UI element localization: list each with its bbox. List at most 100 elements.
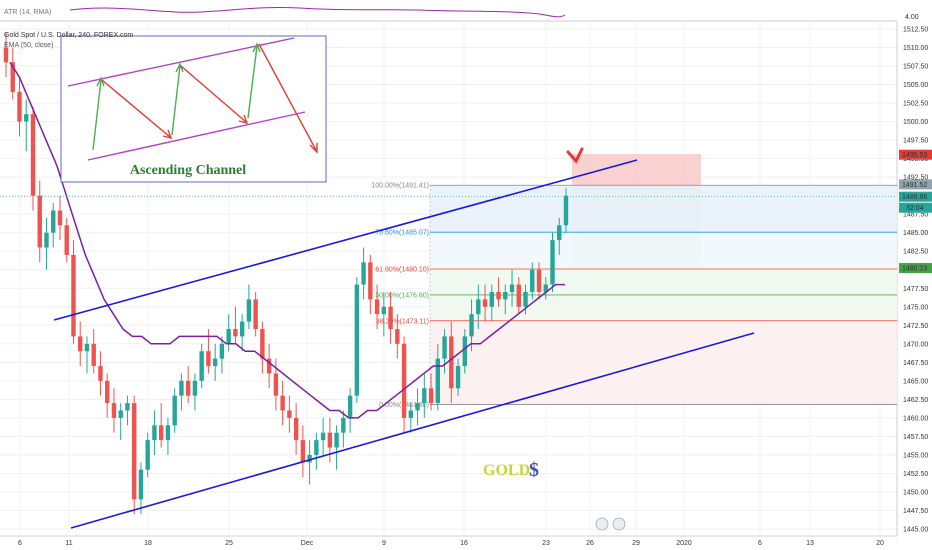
candle-body [462, 336, 467, 367]
time-tick: 18 [144, 540, 152, 547]
fib-zone-red [430, 320, 897, 404]
price-tag-target [899, 263, 932, 274]
candle-body [489, 291, 494, 307]
candle-body [523, 291, 528, 307]
candle-body [138, 469, 144, 500]
time-axis[interactable]: 6 11 18 25 Dec 9 16 23 26 29 2020 6 13 20 [0, 535, 897, 547]
candle-body [476, 299, 481, 315]
candle-body [455, 366, 461, 389]
candle-body [550, 240, 555, 285]
candle-body [158, 425, 164, 441]
us-flag-icon-2[interactable] [612, 517, 626, 531]
price-tick: 1445.00 [903, 527, 928, 534]
candle-body [516, 284, 521, 307]
price-tick: 1507.50 [903, 64, 928, 71]
countdown-tag [899, 202, 932, 213]
fib-retracement[interactable]: 100.00%(1491.41) 78.60%(1485.07) 61.80%(14… [371, 183, 897, 409]
candle-body [347, 395, 353, 418]
candle-body [44, 232, 49, 248]
candle-body [165, 425, 171, 441]
fib-level-label: 78.60%(1485.07) [375, 230, 429, 237]
price-tick: 1472.50 [903, 323, 928, 330]
price-tick: 1492.50 [903, 175, 928, 182]
fib-level-label: 50.00%(1476.60) [375, 292, 429, 299]
atr-pane[interactable]: ATR (14, RMA) 4.00 [0, 6, 919, 22]
time-tick: 6 [758, 540, 762, 547]
inset-down-arrows [101, 43, 318, 154]
watermark-dollar: $ [529, 459, 539, 481]
ema-legend: EMA (50, close) [4, 42, 53, 49]
fib-level-label: 61.80%(1480.10) [375, 267, 429, 274]
candle-body [17, 91, 22, 122]
candle-body [320, 432, 326, 441]
price-tags: 1495.53 1491.52 1489.86 1480.23 32:04 [0, 149, 932, 274]
symbol-title: Gold Spot / U.S. Dollar, 240, FOREX.com [4, 32, 133, 39]
price-tick: 1510.00 [903, 45, 928, 52]
candle-body [341, 417, 346, 433]
candle-body [442, 336, 447, 359]
candle-body [428, 388, 434, 404]
inset-title: Ascending Channel [130, 163, 246, 178]
candle-body [543, 284, 548, 292]
price-tick: 1470.00 [903, 341, 928, 348]
time-tick: Dec [301, 540, 314, 547]
price-tick: 1512.50 [903, 27, 928, 34]
candle-body [10, 62, 15, 92]
candle-body [30, 114, 36, 196]
candle-body [374, 299, 380, 315]
candle-body [293, 417, 299, 441]
fib-zone-upper [430, 185, 897, 232]
price-tag-text-current: 1489.86 [902, 194, 927, 201]
event-flags[interactable] [595, 517, 626, 531]
stop-zone [572, 154, 701, 185]
channel-inset: Ascending Channel [60, 35, 327, 183]
candle-body [239, 321, 245, 337]
candle-body [51, 210, 56, 233]
candle-body [71, 254, 76, 337]
inset-lower-line [87, 111, 306, 161]
candles [3, 32, 569, 515]
candle-body [449, 336, 454, 389]
candle-body [111, 403, 117, 418]
price-tick: 1500.00 [903, 119, 928, 126]
inset-box [60, 35, 327, 183]
candle-body [395, 329, 400, 344]
inset-up-arrows [92, 42, 261, 151]
price-tick: 1450.00 [903, 489, 928, 496]
candle-body [266, 358, 272, 374]
watermark-text: GOLD [483, 462, 530, 479]
channel-lower-line[interactable] [70, 332, 755, 529]
time-tick: 16 [460, 540, 468, 547]
candle-body [253, 299, 258, 329]
candle-body [212, 358, 218, 367]
candle-body [503, 291, 508, 300]
candle-body [192, 380, 198, 396]
channel-upper-line[interactable] [53, 159, 638, 321]
candle-body [152, 425, 157, 441]
candle-body [3, 47, 9, 63]
ema-line [9, 61, 565, 419]
candle-body [105, 380, 110, 404]
price-tick: 1482.50 [903, 249, 928, 256]
time-tick: 25 [225, 540, 233, 547]
candle-body [422, 388, 427, 404]
price-tag-current [899, 191, 932, 202]
price-tick: 1452.50 [903, 471, 928, 478]
time-tick: 11 [65, 540, 72, 547]
candle-body [415, 403, 420, 411]
candle-body [530, 269, 535, 292]
candle-body [469, 314, 474, 337]
ascending-channel[interactable] [53, 159, 755, 529]
fib-level-label: 38.20%(1473.11) [376, 318, 429, 325]
price-tick: 1487.50 [903, 212, 928, 219]
candle-body [24, 114, 29, 122]
candle-body [131, 403, 137, 500]
time-tick: 26 [586, 540, 594, 547]
candle-body [280, 395, 285, 411]
fib-zone-mid [430, 232, 897, 267]
price-axis[interactable]: 1512.50 1510.00 1507.50 1505.00 1502.50 1500.… [896, 22, 928, 536]
us-flag-icon[interactable] [595, 517, 609, 531]
price-tag-stop [899, 149, 932, 160]
price-tick: 1462.50 [903, 397, 928, 404]
